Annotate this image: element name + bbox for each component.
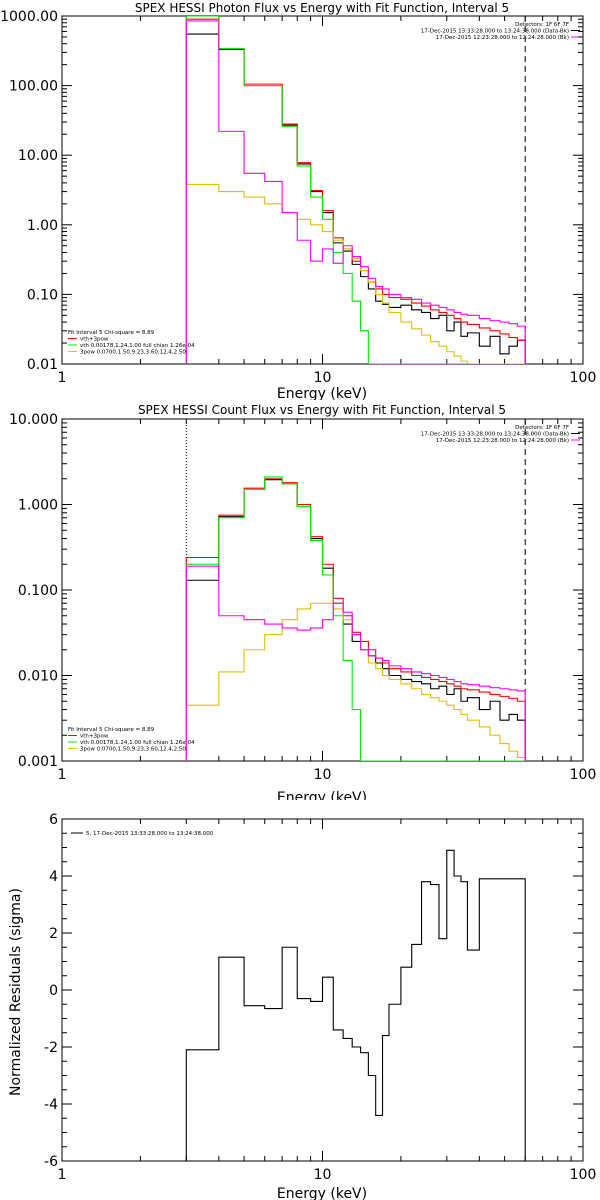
- y-tick-label: -6: [44, 1154, 58, 1170]
- plot-frame: [61, 418, 584, 762]
- x-tick-label: 10: [314, 767, 332, 783]
- y-axis: 0.01 0.10 1.00 10.00 100.00 1000.00: [0, 9, 583, 373]
- y-tick-label: 0.01: [27, 357, 58, 373]
- legend-entry: 5, 17-Dec-2015 13:33:28.000 to 13:24:38.…: [86, 831, 214, 837]
- x-axis: 1 10 100: [58, 819, 597, 1183]
- y-tick-label: 1.00: [27, 218, 58, 234]
- series-line-3pow: [185, 183, 526, 364]
- x-tick-label: 1: [58, 1167, 67, 1183]
- x-tick-label: 1: [58, 370, 67, 386]
- residuals-chart: Energy (keV) Normalized Residuals (sigma…: [8, 812, 597, 1200]
- chart-title: SPEX HESSI Photon Flux vs Energy with Fi…: [135, 1, 509, 15]
- x-tick-label: 100: [570, 767, 597, 783]
- series-line-3pow: [185, 602, 526, 761]
- y-tick-label: 0: [49, 983, 58, 999]
- y-tick-label: 1000.00: [0, 9, 58, 25]
- series-line-vth+3pow: [185, 478, 526, 761]
- y-tick-label: 2: [49, 926, 58, 942]
- y-tick-label: 0.010: [18, 669, 58, 685]
- annotation-line: 17-Dec-2015 13:33:28.000 to 13:24:38.000…: [421, 432, 569, 438]
- series-line-Bk: [185, 20, 526, 364]
- chart-title: SPEX HESSI Count Flux vs Energy with Fit…: [138, 403, 506, 417]
- annotation-line: Detectors: 1F 6F 7F: [515, 22, 569, 28]
- x-tick-label: 100: [570, 1167, 597, 1183]
- count-flux-chart: SPEX HESSI Count Flux vs Energy with Fit…: [9, 403, 597, 800]
- y-tick-label: 0.10: [27, 287, 58, 303]
- y-tick-label: 10.00: [18, 148, 58, 164]
- annotation-line: 17-Dec-2015 12:23:28.000 to 12:24:28.000…: [436, 35, 569, 41]
- legend-entry: vth 0.00178,1.24,1.00 full chian 1.26e-0…: [80, 343, 195, 349]
- y-axis-label: Normalized Residuals (sigma): [8, 888, 24, 1096]
- y-tick-label: 6: [49, 812, 58, 828]
- annotation-line: 17-Dec-2015 12:23:28.000 to 12:24:28.000…: [436, 438, 569, 444]
- legend-entry: vth+3pow: [80, 734, 109, 740]
- series-line-Data-Bk: [185, 479, 526, 761]
- x-axis-label: Energy (keV): [277, 790, 367, 800]
- x-axis-label: Energy (keV): [277, 386, 367, 400]
- legend-entry: vth+3pow: [80, 337, 109, 343]
- photon-flux-chart: SPEX HESSI Photon Flux vs Energy with Fi…: [0, 1, 597, 400]
- y-tick-label: -2: [44, 1040, 58, 1056]
- y-tick-label: 0.001: [18, 754, 58, 770]
- y-axis: -6 -4 -2 0 2 4 6: [44, 812, 583, 1170]
- legend-entry: vth 0.00178,1.24,1.00 full chian 1.26e-0…: [80, 740, 195, 746]
- legend-entry: Fit Interval 5 Chi-square = 8.89: [68, 330, 155, 336]
- legend-entry: 3pow 0.0700,1.50,9.23,3.60,12.4,2.50: [80, 350, 186, 356]
- y-tick-label: 1.000: [18, 498, 58, 514]
- x-tick-label: 1: [58, 767, 67, 783]
- series-line-residuals: [185, 849, 526, 1161]
- series-line-Bk: [185, 565, 526, 761]
- x-tick-label: 10: [314, 370, 332, 386]
- y-tick-label: 100.00: [9, 79, 58, 95]
- legend-entry: 3pow 0.0700,1.50,9.23,3.60,12.4,2.50: [80, 747, 186, 753]
- y-axis: 0.001 0.010 0.100 1.000 10.000: [9, 412, 583, 770]
- legend-entry: Fit Interval 5 Chi-square = 8.89: [68, 727, 155, 733]
- x-axis: 1 10 100: [58, 16, 597, 386]
- series-line-vth: [185, 16, 526, 364]
- x-tick-label: 100: [570, 370, 597, 386]
- y-tick-label: 4: [49, 869, 58, 885]
- series-line-Data-Bk: [185, 33, 526, 364]
- annotation-line: 17-Dec-2015 13:33:28.000 to 13:24:38.000…: [421, 29, 569, 35]
- x-axis-label: Energy (keV): [277, 1186, 367, 1200]
- x-tick-label: 10: [314, 1167, 332, 1183]
- plot-frame: [61, 15, 584, 365]
- annotation-line: Detectors: 1F 6F 7F: [515, 425, 569, 431]
- y-tick-label: 10.000: [9, 412, 58, 428]
- series-line-vth: [185, 476, 526, 761]
- y-tick-label: 0.100: [18, 583, 58, 599]
- y-tick-label: -4: [44, 1097, 58, 1113]
